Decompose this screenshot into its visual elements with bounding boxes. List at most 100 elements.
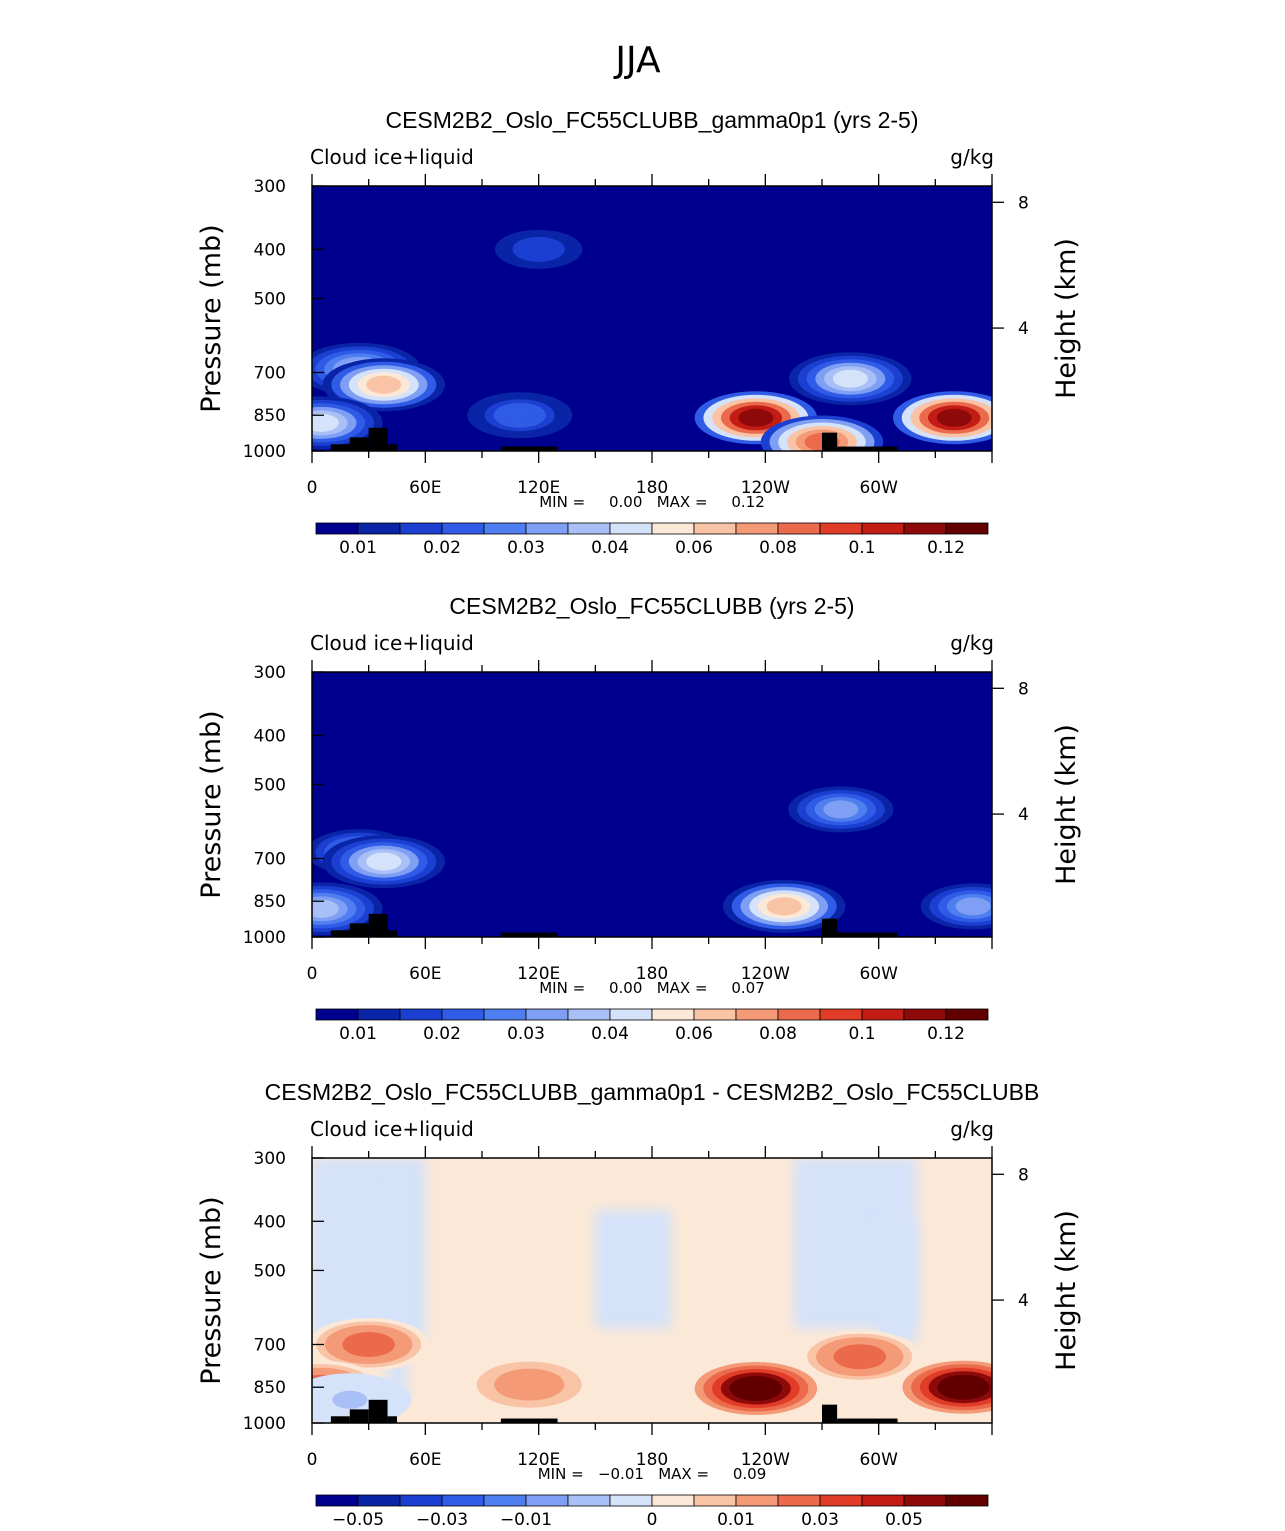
colorbar: −0.05 −0.03 −0.01 0 0.01 0.03 0.05: [315, 1494, 989, 1530]
y-tick-label: 500: [254, 1261, 286, 1281]
colorbar-swatch: [861, 1494, 905, 1507]
x-tick-label: 180: [636, 1450, 668, 1470]
land-mask: [368, 427, 388, 451]
contour-level: [312, 413, 339, 432]
colorbar-swatch: [945, 1008, 989, 1021]
y2-tick-label: 4: [1018, 805, 1029, 825]
land-mask: [368, 1399, 388, 1423]
colorbar-swatch: [483, 1494, 527, 1507]
colorbar-swatch: [903, 1008, 947, 1021]
panel-1: CESM2B2_Oslo_FC55CLUBB_gamma0p1 (yrs 2-5…: [196, 107, 1082, 558]
land-mask: [500, 446, 558, 451]
colorbar-label: 0.04: [591, 538, 629, 558]
colorbar-swatch: [903, 522, 947, 535]
colorbar: 0.01 0.02 0.03 0.04 0.06 0.08 0.1 0.12: [315, 522, 989, 558]
colorbar-swatch: [777, 1008, 821, 1021]
colorbar-label: 0.12: [927, 538, 965, 558]
colorbar-swatch: [609, 1494, 653, 1507]
colorbar-swatch: [483, 522, 527, 535]
right-string: g/kg: [950, 145, 994, 169]
land-mask: [387, 930, 397, 937]
colorbar-swatch: [861, 522, 905, 535]
colorbar-label: 0.05: [885, 1510, 923, 1530]
colorbar-label: 0.1: [848, 1024, 875, 1044]
colorbar: 0.01 0.02 0.03 0.04 0.06 0.08 0.1 0.12: [315, 1008, 989, 1044]
y2-axis-label: Height (km): [1051, 238, 1082, 399]
colorbar-swatch: [609, 1008, 653, 1021]
y-tick-label: 700: [254, 849, 286, 869]
colorbar-swatch: [357, 1494, 401, 1507]
x-tick-label: 120E: [517, 964, 560, 984]
contour-field: [312, 186, 992, 451]
y-tick-label: 850: [254, 1378, 286, 1398]
negative-patch: [595, 1210, 671, 1329]
colorbar-swatch: [441, 1008, 485, 1021]
contour-level: [511, 1375, 547, 1394]
y-tick-label: 400: [254, 240, 286, 260]
x-tick-label: 120W: [741, 1450, 790, 1470]
contour-level: [312, 899, 339, 918]
x-tick-label: 60W: [859, 478, 898, 498]
contour-level: [366, 375, 402, 394]
colorbar-label: 0.1: [848, 538, 875, 558]
colorbar-swatch: [483, 1008, 527, 1021]
negative-patch: [878, 1221, 917, 1345]
contour-field: [312, 672, 992, 937]
contour-level: [332, 1390, 368, 1409]
colorbar-label: 0.01: [339, 1024, 377, 1044]
land-mask: [330, 1416, 350, 1423]
y-tick-label: 400: [254, 726, 286, 746]
colorbar-swatch: [567, 1494, 611, 1507]
colorbar-swatch: [777, 1494, 821, 1507]
colorbar-swatch: [525, 522, 569, 535]
contour-level: [832, 369, 868, 388]
colorbar-label: 0: [647, 1510, 658, 1530]
negative-patch: [312, 1158, 426, 1345]
colorbar-swatch: [735, 1494, 779, 1507]
colorbar-swatch: [819, 522, 863, 535]
colorbar-swatch: [945, 1494, 989, 1507]
x-tick-label: 120W: [741, 964, 790, 984]
y-tick-label: 700: [254, 1335, 286, 1355]
colorbar-swatch: [315, 522, 359, 535]
land-mask: [822, 918, 838, 937]
y-tick-label: 300: [254, 177, 286, 197]
left-string: Cloud ice+liquid: [310, 631, 474, 655]
land-mask: [837, 446, 898, 451]
y-tick-label: 850: [254, 406, 286, 426]
left-string: Cloud ice+liquid: [310, 1117, 474, 1141]
colorbar-swatch: [777, 522, 821, 535]
x-tick-label: 120E: [517, 478, 560, 498]
y-tick-label: 500: [254, 775, 286, 795]
colorbar-label: −0.01: [500, 1510, 552, 1530]
colorbar-swatch: [819, 1494, 863, 1507]
y-axis-label: Pressure (mb): [196, 710, 227, 898]
land-mask: [837, 932, 898, 937]
right-string: g/kg: [950, 631, 994, 655]
contour-level: [955, 897, 991, 916]
y-tick-label: 1000: [243, 1414, 286, 1434]
land-mask: [837, 1418, 898, 1423]
colorbar-swatch: [315, 1494, 359, 1507]
colorbar-swatch: [945, 522, 989, 535]
colorbar-label: 0.08: [759, 1024, 797, 1044]
y-tick-label: 400: [254, 1212, 286, 1232]
colorbar-label: 0.04: [591, 1024, 629, 1044]
y-tick-label: 850: [254, 892, 286, 912]
min-max-text: MIN = 0.00 MAX = 0.12: [539, 493, 765, 511]
contour-level: [936, 408, 972, 427]
contour-level: [823, 800, 859, 819]
contour-level: [366, 852, 402, 871]
y2-tick-label: 8: [1018, 679, 1029, 699]
land-mask: [500, 932, 558, 937]
colorbar-label: 0.06: [675, 538, 713, 558]
land-mask: [349, 1409, 369, 1423]
colorbar-swatch: [441, 1494, 485, 1507]
y-tick-label: 700: [254, 363, 286, 383]
panel-title: CESM2B2_Oslo_FC55CLUBB_gamma0p1 (yrs 2-5…: [385, 107, 918, 133]
y2-tick-label: 4: [1018, 1291, 1029, 1311]
colorbar-swatch: [861, 1008, 905, 1021]
x-tick-label: 60E: [409, 1450, 441, 1470]
min-max-text: MIN = 0.00 MAX = 0.07: [539, 979, 765, 997]
